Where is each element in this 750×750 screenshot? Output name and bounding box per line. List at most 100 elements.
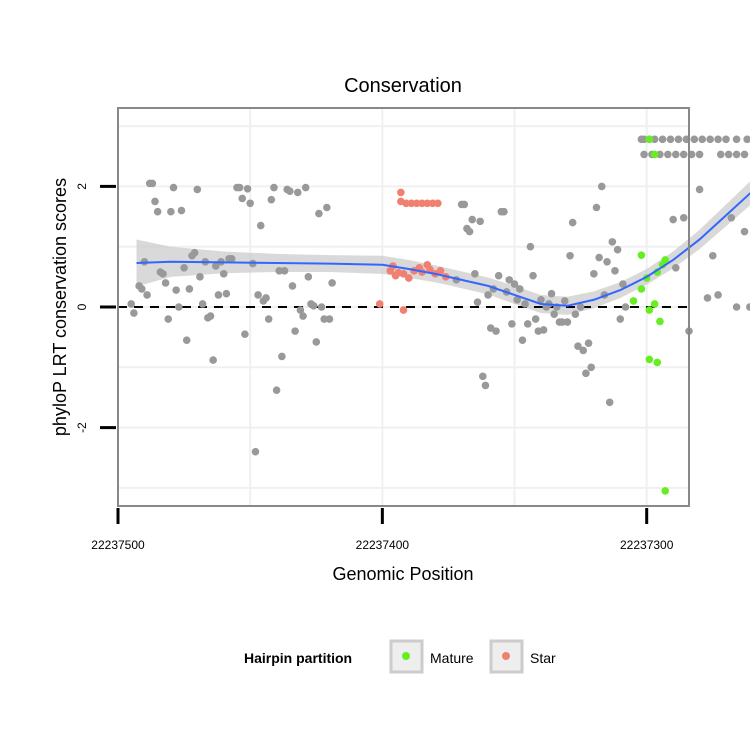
- point-other: [518, 336, 527, 344]
- point-star: [399, 270, 408, 278]
- point-other: [671, 264, 680, 272]
- x-axis-label: Genomic Position: [332, 564, 473, 584]
- point-other: [254, 291, 262, 299]
- point-mature: [645, 355, 654, 364]
- point-other: [558, 318, 566, 326]
- point-other: [743, 135, 750, 144]
- point-other: [658, 135, 667, 144]
- grid: [117, 108, 689, 506]
- point-other: [238, 194, 247, 203]
- point-other: [621, 303, 630, 311]
- point-other: [605, 398, 614, 407]
- point-other: [325, 315, 334, 323]
- point-other: [206, 312, 215, 320]
- point-star: [418, 199, 426, 208]
- smooth-line-layer: [136, 192, 750, 307]
- point-other: [209, 356, 217, 364]
- point-other: [529, 271, 537, 280]
- point-other: [256, 221, 265, 230]
- point-other: [471, 270, 479, 278]
- point-other: [127, 300, 136, 308]
- point-other: [674, 135, 683, 144]
- point-mature: [650, 150, 659, 159]
- point-other: [262, 294, 270, 302]
- point-other: [679, 150, 688, 159]
- point-other: [732, 303, 741, 311]
- point-other: [320, 315, 328, 323]
- point-star: [436, 267, 445, 275]
- point-other: [172, 286, 180, 294]
- point-other: [494, 271, 503, 280]
- point-other: [611, 267, 619, 275]
- point-other: [270, 183, 278, 192]
- point-other: [666, 135, 675, 144]
- point-other: [690, 135, 699, 144]
- point-other: [301, 183, 310, 192]
- point-other: [510, 280, 519, 288]
- point-other: [703, 294, 712, 302]
- point-other: [516, 285, 524, 293]
- point-other: [193, 185, 202, 194]
- point-other: [468, 215, 477, 224]
- point-other: [664, 150, 672, 159]
- point-other: [492, 327, 500, 335]
- point-other: [597, 182, 606, 191]
- axes: -2 0 2 22237500 22237400 22237300: [75, 183, 674, 552]
- point-mature: [645, 306, 654, 314]
- y-tick-label: 0: [75, 303, 89, 310]
- point-mature: [629, 297, 638, 305]
- point-other: [169, 183, 178, 192]
- point-other: [566, 251, 574, 260]
- point-other: [716, 150, 725, 159]
- point-other: [571, 310, 580, 319]
- point-other: [671, 150, 680, 159]
- point-mature: [661, 256, 670, 264]
- point-other: [740, 227, 749, 236]
- point-other: [317, 303, 326, 311]
- point-other: [640, 135, 648, 144]
- y-tick-label: -2: [75, 422, 89, 433]
- point-other: [473, 298, 482, 306]
- point-other: [291, 327, 299, 335]
- point-star: [402, 199, 410, 208]
- point-other: [526, 242, 535, 251]
- point-other: [312, 338, 321, 346]
- point-other: [746, 303, 750, 311]
- point-other: [714, 135, 722, 144]
- point-other: [278, 352, 286, 361]
- point-other: [235, 183, 244, 192]
- point-other: [740, 150, 749, 159]
- point-other: [732, 135, 741, 144]
- x-tick-label: 22237400: [356, 538, 410, 552]
- point-other: [560, 297, 569, 305]
- point-other: [251, 447, 260, 456]
- point-other: [159, 270, 167, 278]
- point-other: [219, 270, 228, 278]
- point-other: [460, 200, 469, 209]
- point-other: [587, 363, 595, 372]
- point-other: [275, 267, 284, 275]
- point-star: [428, 199, 437, 208]
- point-other: [304, 273, 313, 281]
- point-other: [465, 227, 474, 236]
- legend-label-mature: Mature: [430, 650, 474, 666]
- point-other: [523, 320, 532, 328]
- point-other: [547, 289, 556, 298]
- point-other: [264, 315, 273, 323]
- point-star: [407, 199, 416, 208]
- point-other: [137, 285, 146, 293]
- point-mature: [637, 251, 646, 259]
- point-other: [315, 209, 323, 218]
- point-mature: [645, 135, 654, 144]
- chart-title: Conservation: [344, 75, 462, 97]
- point-other: [214, 291, 223, 299]
- point-other: [267, 195, 276, 204]
- point-other: [288, 282, 297, 290]
- point-other: [613, 245, 622, 254]
- point-other: [608, 238, 617, 246]
- point-other: [582, 369, 590, 378]
- point-other: [161, 279, 170, 287]
- legend: Hairpin partition Mature Star: [244, 639, 556, 674]
- point-other: [579, 346, 588, 355]
